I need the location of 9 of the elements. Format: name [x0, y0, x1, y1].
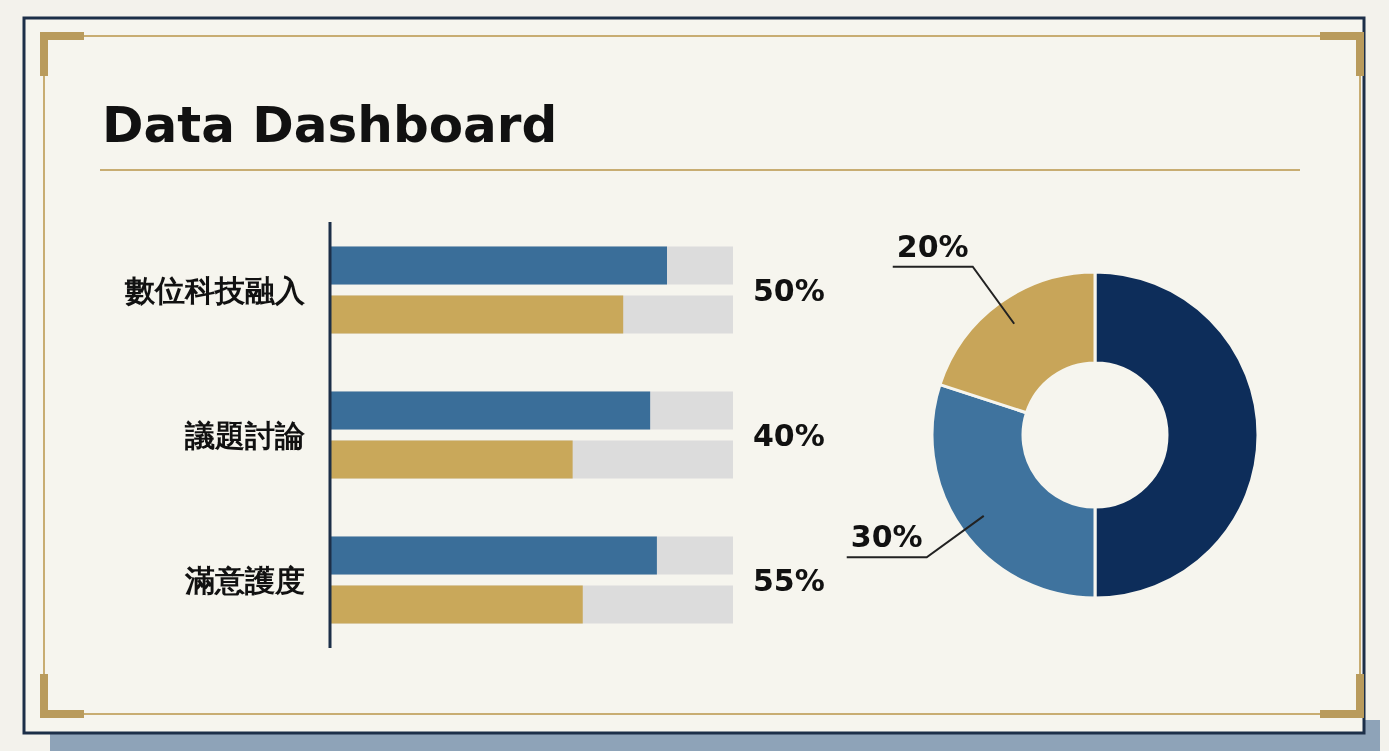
text: 50% [753, 273, 825, 308]
text: 55% [753, 563, 825, 598]
data-label: 30% [850, 519, 923, 555]
text: 40% [753, 418, 825, 453]
y-tick-label: 議題討論 [184, 418, 306, 453]
data-label: 20% [896, 228, 969, 264]
y-tick-label: 滿意護度 [184, 563, 305, 598]
chart-title: Data Dashboard [102, 96, 558, 154]
y-tick-label: 數位科技融入 [124, 273, 306, 308]
